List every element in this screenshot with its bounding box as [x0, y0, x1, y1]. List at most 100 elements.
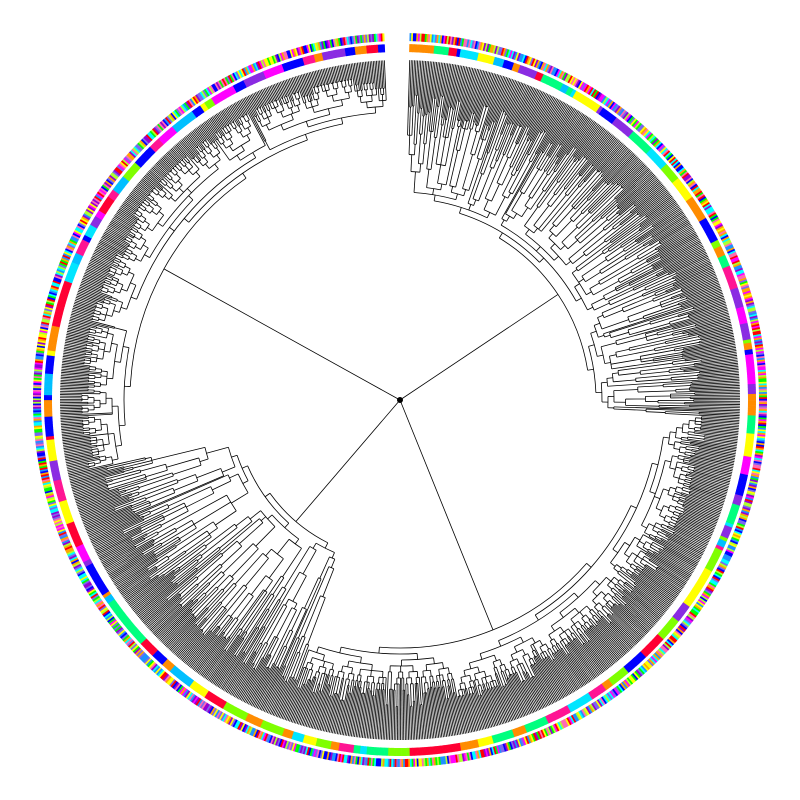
- outer-ring-segment: [458, 753, 462, 763]
- leaf-branch: [551, 107, 574, 145]
- internal-branch: [267, 586, 283, 610]
- outer-ring-segment: [59, 260, 68, 266]
- outer-ring-segment: [60, 535, 69, 541]
- outer-ring-segment: [57, 529, 66, 535]
- outer-ring-segment: [451, 36, 455, 45]
- leaf-branch: [349, 680, 359, 737]
- outer-ring-segment: [253, 729, 259, 738]
- internal-branch: [530, 190, 544, 210]
- internal-branch: [313, 672, 321, 693]
- leaf-branch: [209, 575, 282, 683]
- internal-branch: [606, 377, 613, 379]
- leaf-branch: [681, 439, 737, 448]
- outer-ring-segment: [186, 692, 194, 700]
- outer-ring-segment: [46, 298, 56, 303]
- inner-ring-segment: [699, 576, 707, 583]
- outer-ring-segment: [192, 696, 199, 704]
- leaf-branch: [595, 625, 623, 658]
- inner-ring-segment: [386, 747, 389, 756]
- internal-branch: [625, 561, 632, 566]
- outer-ring-segment: [109, 618, 117, 626]
- inner-ring-segment: [216, 93, 223, 102]
- leaf-branch: [551, 653, 576, 692]
- outer-ring-segment: [750, 474, 760, 478]
- inner-ring-segment: [112, 605, 121, 612]
- inner-ring-segment: [729, 511, 738, 516]
- internal-branch: [506, 215, 510, 222]
- leaf-branch: [681, 342, 736, 353]
- internal-branch: [613, 567, 619, 573]
- leaf-branch: [646, 233, 697, 262]
- outer-ring-segment: [380, 33, 383, 42]
- inner-ring-segment: [187, 113, 195, 121]
- inner-ring-segment: [82, 557, 91, 563]
- leaf-branch: [680, 362, 739, 370]
- outer-ring-segment: [743, 503, 752, 508]
- inner-ring-segment: [742, 459, 751, 463]
- inner-ring-segment: [168, 664, 175, 672]
- leaf-branch: [161, 586, 217, 643]
- outer-ring-segment: [706, 209, 715, 216]
- clade-arc: [238, 634, 240, 637]
- outer-ring-segment: [743, 292, 752, 297]
- leaf-branch: [346, 686, 355, 736]
- inner-ring-segment: [324, 51, 329, 60]
- leaf-branch: [583, 642, 606, 672]
- leaf-branch: [541, 104, 570, 153]
- outer-ring-segment: [698, 196, 707, 203]
- outer-ring-segment: [646, 133, 654, 141]
- inner-ring-segment: [83, 234, 92, 241]
- internal-branch: [531, 174, 548, 199]
- outer-ring-segment: [709, 213, 718, 220]
- outer-ring-segment: [61, 257, 70, 263]
- internal-branch: [655, 535, 662, 540]
- outer-ring-segment: [713, 221, 722, 227]
- internal-branch: [489, 149, 497, 168]
- inner-ring-segment: [177, 671, 184, 679]
- inner-ring-segment: [452, 48, 457, 57]
- outer-ring-segment: [281, 52, 286, 61]
- leaf-branch: [442, 64, 453, 126]
- outer-ring-segment: [39, 468, 48, 472]
- clade-arc: [687, 466, 689, 470]
- inner-ring-segment: [60, 505, 70, 511]
- leaf-branch: [611, 156, 638, 184]
- leaf-branch: [523, 680, 538, 712]
- outer-ring-segment: [481, 749, 485, 758]
- leaf-branch: [502, 686, 515, 721]
- outer-ring-segment: [36, 448, 45, 452]
- inner-ring-segment: [734, 495, 743, 500]
- inner-ring-segment: [718, 256, 727, 262]
- inner-ring-segment: [92, 218, 101, 225]
- clade-arc: [297, 637, 300, 639]
- outer-ring-segment: [593, 90, 600, 99]
- leaf-branch: [286, 687, 299, 721]
- outer-ring-segment: [537, 730, 543, 740]
- inner-ring-segment: [552, 712, 558, 721]
- inner-ring-segment: [572, 701, 579, 710]
- outer-ring-segment: [144, 657, 152, 665]
- inner-ring-segment: [104, 200, 112, 207]
- leaf-branch: [635, 183, 663, 207]
- clade-arc: [528, 160, 532, 163]
- outer-ring-segment: [653, 140, 661, 148]
- internal-branch: [485, 683, 489, 690]
- outer-ring-segment: [215, 81, 222, 90]
- internal-branch: [643, 305, 682, 320]
- internal-branch: [574, 283, 580, 288]
- clade-arc: [615, 340, 618, 345]
- internal-branch: [648, 548, 655, 553]
- inner-ring-segment: [692, 587, 700, 594]
- leaf-branch: [623, 590, 659, 622]
- outer-ring-segment: [90, 201, 99, 208]
- inner-ring-segment: [114, 608, 123, 615]
- inner-ring-segment: [667, 621, 675, 629]
- internal-branch: [347, 673, 350, 680]
- outer-ring-segment: [733, 263, 742, 268]
- inner-ring-segment: [717, 541, 726, 547]
- internal-branch: [195, 582, 235, 626]
- outer-ring-segment: [122, 634, 130, 642]
- inner-ring-segment: [102, 590, 111, 597]
- inner-ring-segment: [665, 170, 674, 177]
- inner-ring-segment: [349, 744, 353, 753]
